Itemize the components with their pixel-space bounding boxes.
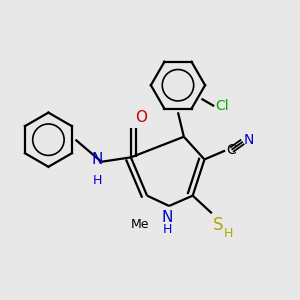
Text: O: O	[135, 110, 147, 125]
Text: Cl: Cl	[215, 99, 229, 113]
Text: H: H	[163, 223, 172, 236]
Text: Me: Me	[130, 218, 149, 231]
Text: N: N	[92, 152, 103, 167]
Text: C: C	[226, 143, 236, 157]
Text: N: N	[244, 133, 254, 147]
Text: H: H	[224, 227, 234, 240]
Text: S: S	[212, 216, 223, 234]
Text: N: N	[162, 210, 173, 225]
Text: H: H	[92, 174, 102, 187]
